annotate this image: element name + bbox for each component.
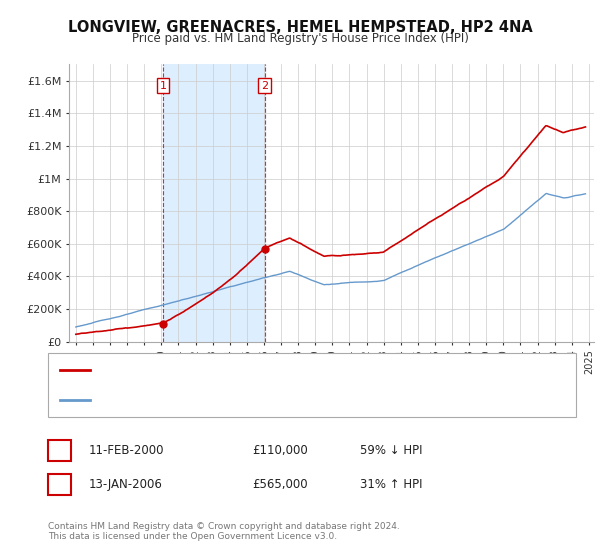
Text: 11-FEB-2000: 11-FEB-2000 [89,444,164,458]
Text: £565,000: £565,000 [252,478,308,491]
Text: HPI: Average price, detached house, Dacorum: HPI: Average price, detached house, Daco… [96,395,326,405]
Text: 1: 1 [55,444,64,458]
Text: 1: 1 [160,81,167,91]
Text: 31% ↑ HPI: 31% ↑ HPI [360,478,422,491]
Text: 2: 2 [261,81,268,91]
Text: 13-JAN-2006: 13-JAN-2006 [89,478,163,491]
Text: LONGVIEW, GREENACRES, HEMEL HEMPSTEAD, HP2 4NA: LONGVIEW, GREENACRES, HEMEL HEMPSTEAD, H… [68,20,532,35]
Bar [163,64,265,342]
Text: Contains HM Land Registry data © Crown copyright and database right 2024.
This d: Contains HM Land Registry data © Crown c… [48,522,400,542]
Text: 2: 2 [55,478,64,491]
Text: Price paid vs. HM Land Registry's House Price Index (HPI): Price paid vs. HM Land Registry's House … [131,32,469,45]
Text: LONGVIEW, GREENACRES, HEMEL HEMPSTEAD, HP2 4NA (detached house): LONGVIEW, GREENACRES, HEMEL HEMPSTEAD, H… [96,365,470,375]
Text: £110,000: £110,000 [252,444,308,458]
Text: 59% ↓ HPI: 59% ↓ HPI [360,444,422,458]
